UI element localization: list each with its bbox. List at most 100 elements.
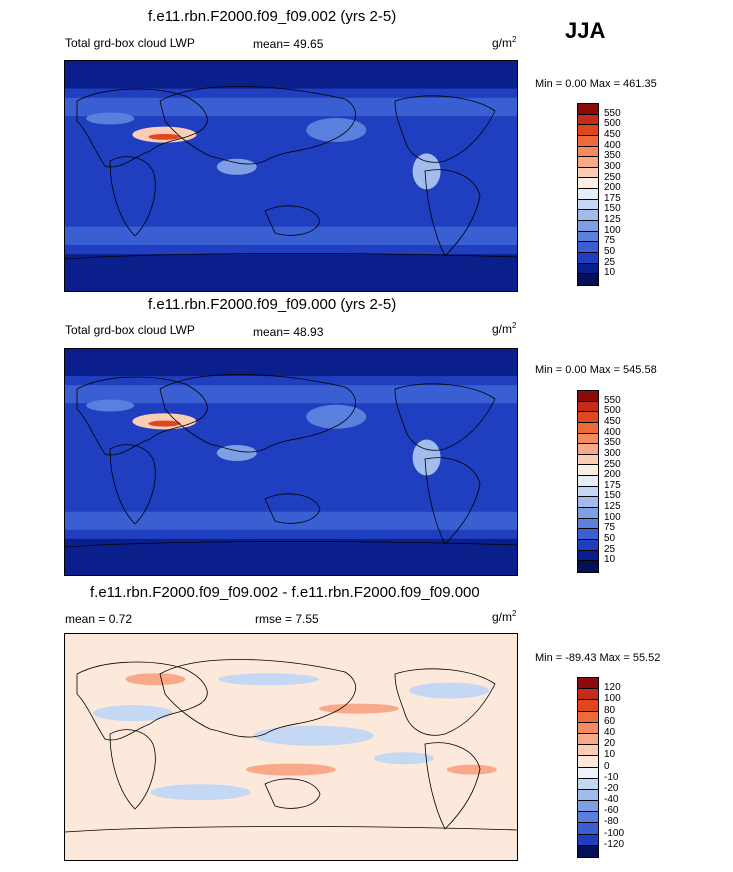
coastline: [109, 156, 156, 237]
colorbar-swatch: [578, 508, 598, 519]
panel-2-title: f.e11.rbn.F2000.f09_f09.000 (yrs 2-5): [148, 296, 397, 313]
colorbar-level-label: 500: [604, 405, 621, 417]
colorbar-level-label: 500: [604, 118, 621, 130]
panel-1-units: g/m2: [492, 35, 517, 50]
panel-2-map: [64, 348, 518, 576]
colorbar-swatch: [578, 678, 598, 690]
colorbar-swatch: [578, 700, 598, 712]
colorbar-swatch: [578, 789, 598, 802]
colorbar-swatch: [578, 476, 598, 487]
colorbar-swatch: [578, 767, 598, 779]
colorbar-level-label: 10: [604, 554, 616, 566]
panel-1-mean: mean= 49.65: [253, 37, 324, 51]
colorbar-swatch: [578, 146, 598, 158]
colorbar-level-label: 120: [604, 682, 621, 694]
colorbar-swatch: [578, 689, 598, 701]
colorbar-swatch: [578, 401, 598, 413]
colorbar-level-label: 75: [604, 522, 616, 534]
colorbar-level-label: 450: [604, 128, 621, 140]
colorbar-level-label: 80: [604, 704, 616, 716]
colorbar-level-label: 10: [604, 267, 616, 279]
colorbar-swatch: [578, 178, 598, 190]
colorbar-level-label: 300: [604, 160, 621, 172]
colorbar-level-label: 50: [604, 533, 616, 545]
coastline: [159, 86, 356, 165]
panel-3-units: g/m2: [492, 609, 517, 624]
colorbar-swatch: [578, 104, 598, 115]
colorbar-level-label: 100: [604, 224, 621, 236]
colorbar-level-label: -60: [604, 805, 619, 817]
colorbar-swatch: [578, 812, 598, 824]
colorbar-level-label: 175: [604, 479, 621, 491]
colorbar-swatch: [578, 550, 598, 562]
colorbar-level-label: 200: [604, 182, 621, 194]
panel-1-colorbar: [577, 103, 599, 286]
colorbar-level-label: 50: [604, 246, 616, 258]
colorbar-level-label: 150: [604, 490, 621, 502]
colorbar-swatch: [578, 157, 598, 168]
colorbar-level-label: 75: [604, 235, 616, 247]
coastline: [76, 376, 208, 456]
colorbar-level-label: 10: [604, 749, 616, 761]
colorbar-swatch: [578, 834, 598, 846]
coastline: [394, 668, 496, 736]
panel-2-variable: Total grd-box cloud LWP: [65, 323, 195, 337]
panel-1-variable: Total grd-box cloud LWP: [65, 36, 195, 50]
colorbar-level-label: 350: [604, 437, 621, 449]
colorbar-swatch: [578, 221, 598, 232]
colorbar-swatch: [578, 465, 598, 477]
colorbar-swatch: [578, 561, 598, 572]
panel-2-minmax: Min = 0.00 Max = 545.58: [535, 364, 657, 376]
colorbar-swatch: [578, 756, 598, 768]
panel-3-map: [64, 633, 518, 861]
colorbar-level-label: 175: [604, 192, 621, 204]
colorbar-swatch: [578, 231, 598, 243]
colorbar-swatch: [578, 210, 598, 222]
coastline: [424, 742, 481, 830]
colorbar-level-label: -120: [604, 838, 625, 850]
colorbar-swatch: [578, 733, 598, 746]
coastline: [264, 778, 321, 809]
coastline: [264, 205, 321, 236]
colorbar-level-label: 25: [604, 543, 616, 555]
panel-3-rmse: rmse = 7.55: [255, 612, 319, 626]
colorbar-level-label: 400: [604, 426, 621, 438]
colorbar-swatch: [578, 454, 598, 466]
colorbar-level-label: 350: [604, 150, 621, 162]
map-svg: [65, 634, 517, 860]
colorbar-level-label: 300: [604, 447, 621, 459]
coastline: [264, 493, 321, 524]
colorbar-swatch: [578, 125, 598, 136]
map-svg: [65, 61, 517, 291]
panel-3-minmax: Min = -89.43 Max = 55.52: [535, 652, 661, 664]
colorbar-level-label: -40: [604, 794, 619, 806]
colorbar-level-label: 200: [604, 469, 621, 481]
panel-3-title: f.e11.rbn.F2000.f09_f09.002 - f.e11.rbn.…: [90, 584, 480, 601]
colorbar-level-label: 400: [604, 139, 621, 151]
colorbar-level-label: 0: [604, 760, 610, 772]
colorbar-level-label: 125: [604, 214, 621, 226]
colorbar-swatch: [578, 778, 598, 790]
colorbar-level-label: 550: [604, 107, 621, 119]
colorbar-level-label: 450: [604, 415, 621, 427]
coastline: [76, 661, 208, 741]
colorbar-level-label: 125: [604, 501, 621, 513]
panel-1-map: [64, 60, 518, 292]
coastline: [159, 659, 356, 738]
colorbar-level-label: 25: [604, 256, 616, 268]
colorbar-level-label: 550: [604, 394, 621, 406]
colorbar-swatch: [578, 114, 598, 126]
colorbar-swatch: [578, 135, 598, 147]
colorbar-level-label: 20: [604, 738, 616, 750]
colorbar-level-label: -10: [604, 771, 619, 783]
colorbar-swatch: [578, 412, 598, 423]
colorbar-swatch: [578, 433, 598, 445]
coastline: [65, 541, 517, 548]
colorbar-swatch: [578, 199, 598, 211]
colorbar-swatch: [578, 497, 598, 509]
panel-2-units: g/m2: [492, 321, 517, 336]
coastline: [159, 374, 356, 453]
colorbar-swatch: [578, 422, 598, 434]
colorbar-swatch: [578, 486, 598, 498]
colorbar-level-label: 100: [604, 511, 621, 523]
